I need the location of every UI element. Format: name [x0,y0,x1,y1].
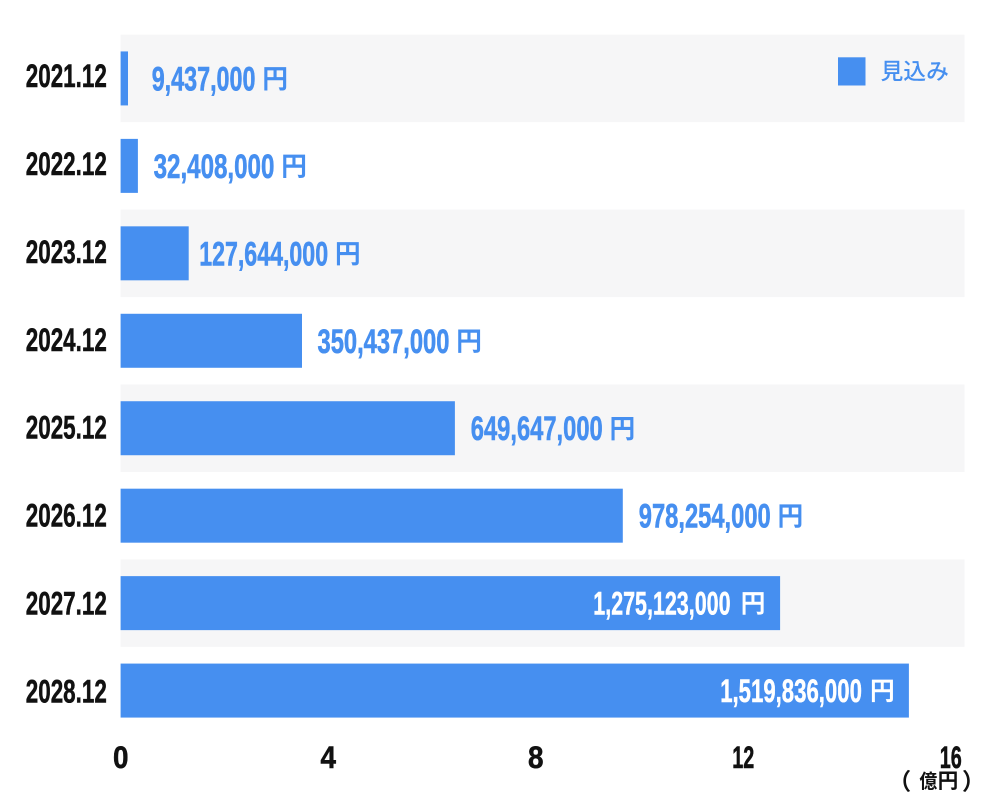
svg-text:2027.12: 2027.12 [26,585,107,622]
svg-text:127,644,000: 127,644,000 [199,235,328,273]
svg-text:9,437,000: 9,437,000 [152,60,256,98]
svg-text:2028.12: 2028.12 [26,673,107,710]
svg-text:2025.12: 2025.12 [26,409,107,446]
svg-text:12: 12 [732,739,754,775]
svg-text:2024.12: 2024.12 [26,321,107,358]
svg-text:649,647,000: 649,647,000 [471,410,603,448]
svg-text:1,519,836,000: 1,519,836,000 [720,673,862,709]
svg-text:32,408,000: 32,408,000 [154,148,275,186]
svg-text:978,254,000: 978,254,000 [639,498,771,536]
svg-text:8: 8 [528,739,544,775]
svg-text:1,275,123,000: 1,275,123,000 [593,586,730,622]
svg-text:2021.12: 2021.12 [26,57,107,94]
svg-text:4: 4 [321,739,337,775]
svg-text:2022.12: 2022.12 [26,145,107,182]
svg-text:16: 16 [940,739,962,775]
svg-text:350,437,000: 350,437,000 [318,323,450,361]
svg-text:2023.12: 2023.12 [26,233,107,270]
svg-text:2026.12: 2026.12 [26,497,107,534]
svg-text:0: 0 [113,739,129,775]
